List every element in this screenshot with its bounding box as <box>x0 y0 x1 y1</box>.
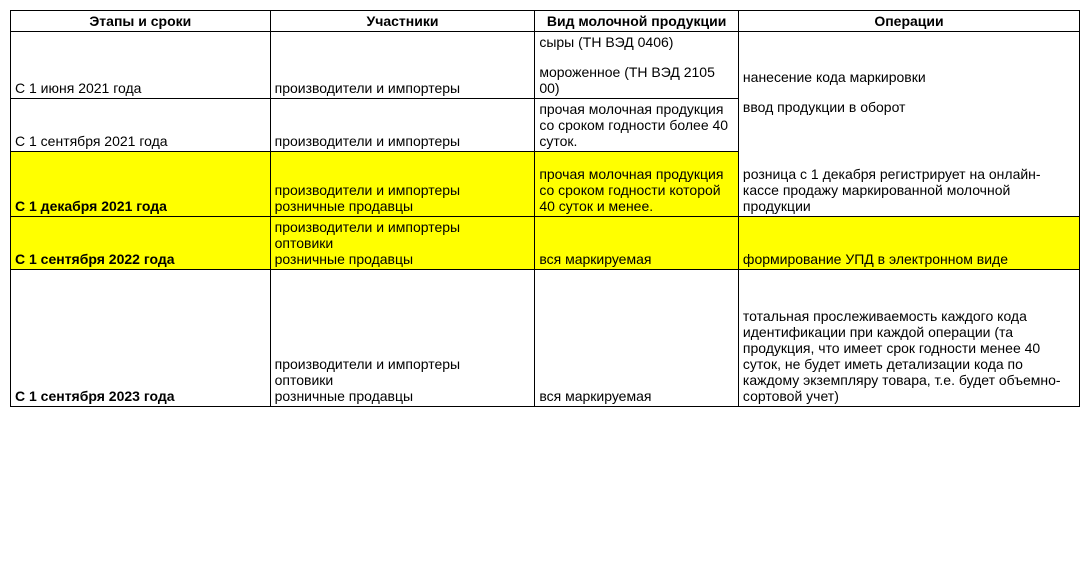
cell-stages: С 1 июня 2021 года <box>11 32 271 99</box>
cell-products: прочая молочная продукция со сроком годн… <box>535 152 739 217</box>
cell-products: вся маркируемая <box>535 217 739 270</box>
cell-participants: производители и импортеры оптовики розни… <box>270 270 535 407</box>
cell-products: прочая молочная продукция со сроком годн… <box>535 99 739 152</box>
dairy-labeling-schedule-table: Этапы и сроки Участники Вид молочной про… <box>10 10 1080 407</box>
header-operations: Операции <box>738 11 1079 32</box>
cell-participants: производители и импортеры оптовики розни… <box>270 217 535 270</box>
cell-participants: производители и импортеры розничные прод… <box>270 152 535 217</box>
cell-participants: производители и импортеры <box>270 32 535 99</box>
cell-stages: С 1 декабря 2021 года <box>11 152 271 217</box>
table-header-row: Этапы и сроки Участники Вид молочной про… <box>11 11 1080 32</box>
header-stages: Этапы и сроки <box>11 11 271 32</box>
table-row: С 1 июня 2021 года производители и импор… <box>11 32 1080 99</box>
table-row: С 1 сентября 2023 года производители и и… <box>11 270 1080 407</box>
cell-operations: розница с 1 декабря регистрирует на онла… <box>738 152 1079 217</box>
header-participants: Участники <box>270 11 535 32</box>
cell-stages: С 1 сентября 2021 года <box>11 99 271 152</box>
cell-participants: производители и импортеры <box>270 99 535 152</box>
header-products: Вид молочной продукции <box>535 11 739 32</box>
cell-products: вся маркируемая <box>535 270 739 407</box>
table-row: С 1 декабря 2021 года производители и им… <box>11 152 1080 217</box>
cell-operations: нанесение кода маркировки ввод продукции… <box>738 32 1079 152</box>
table-row: С 1 сентября 2022 года производители и и… <box>11 217 1080 270</box>
cell-products: сыры (ТН ВЭД 0406) мороженное (ТН ВЭД 21… <box>535 32 739 99</box>
cell-operations: формирование УПД в электронном виде <box>738 217 1079 270</box>
cell-stages: С 1 сентября 2022 года <box>11 217 271 270</box>
cell-stages: С 1 сентября 2023 года <box>11 270 271 407</box>
cell-operations: тотальная прослеживаемость каждого кода … <box>738 270 1079 407</box>
